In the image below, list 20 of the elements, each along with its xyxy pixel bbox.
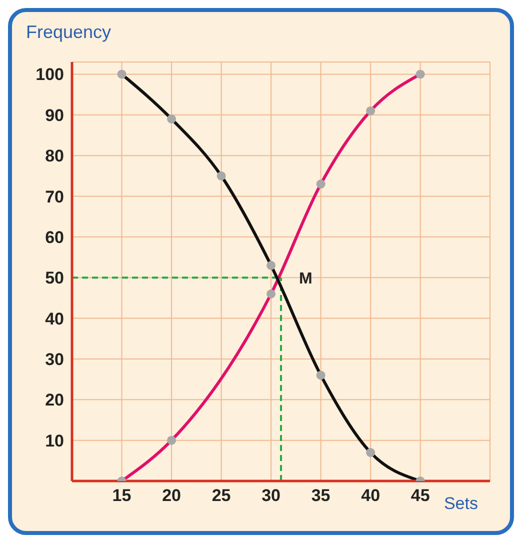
y-tick-label: 70 bbox=[45, 187, 64, 206]
y-tick-label: 20 bbox=[45, 390, 64, 410]
y-tick-label: 10 bbox=[45, 431, 64, 450]
x-tick-label: 40 bbox=[361, 486, 380, 506]
y-tick-label: 80 bbox=[45, 146, 64, 166]
x-tick-label: 45 bbox=[410, 486, 430, 506]
annotation: M bbox=[299, 270, 312, 288]
x-tick-label: 30 bbox=[262, 486, 281, 506]
y-tick-label: 100 bbox=[36, 65, 64, 84]
x-axis-title: Sets bbox=[444, 494, 478, 513]
y-tick-label: 40 bbox=[45, 309, 64, 328]
x-tick-label: 25 bbox=[212, 486, 231, 506]
x-tick-label: 35 bbox=[311, 486, 330, 506]
x-tick-label: 20 bbox=[162, 486, 181, 506]
y-tick-label: 30 bbox=[45, 350, 64, 369]
y-tick-label: 50 bbox=[45, 268, 64, 288]
x-tick-label: 15 bbox=[112, 486, 132, 506]
y-axis-title: Frequency bbox=[26, 22, 112, 43]
y-tick-label: 90 bbox=[45, 106, 64, 125]
y-tick-label: 60 bbox=[45, 228, 64, 247]
